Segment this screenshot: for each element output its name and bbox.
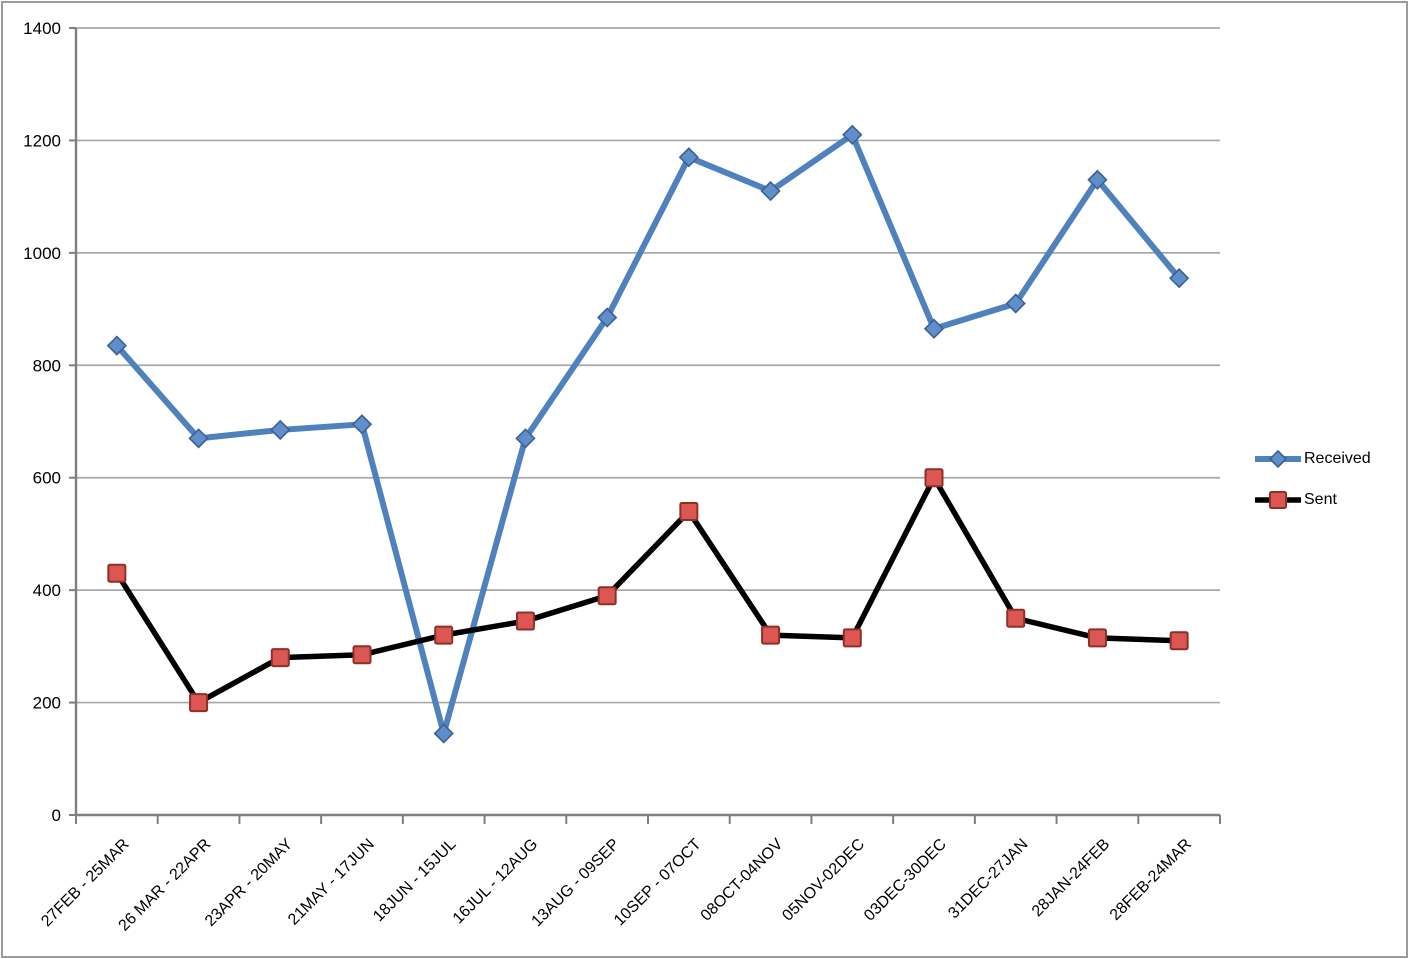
sent-line-marker-icon (1253, 490, 1303, 510)
svg-text:200: 200 (33, 694, 61, 713)
svg-text:0: 0 (52, 806, 61, 825)
svg-text:28FEB-24MAR: 28FEB-24MAR (1107, 836, 1195, 924)
svg-text:03DEC-30DEC: 03DEC-30DEC (861, 836, 950, 925)
svg-text:08OCT-04NOV: 08OCT-04NOV (698, 836, 787, 925)
svg-text:800: 800 (33, 356, 61, 375)
svg-text:1400: 1400 (23, 19, 61, 38)
legend-label-received: Received (1304, 450, 1371, 467)
svg-text:1200: 1200 (23, 131, 61, 150)
svg-text:31DEC-27JAN: 31DEC-27JAN (945, 836, 1031, 922)
legend-label-sent: Sent (1304, 491, 1337, 508)
svg-text:10SEP - 07OCT: 10SEP - 07OCT (611, 836, 705, 930)
svg-text:18JUN - 15JUL: 18JUN - 15JUL (370, 836, 459, 925)
svg-text:400: 400 (33, 581, 61, 600)
legend-item-sent: Sent (1253, 485, 1371, 515)
svg-text:600: 600 (33, 469, 61, 488)
svg-text:26 MAR - 22APR: 26 MAR - 22APR (116, 836, 215, 935)
received-line-marker-icon (1253, 449, 1303, 469)
svg-text:16JUL - 12AUG: 16JUL - 12AUG (450, 836, 541, 927)
svg-text:27FEB - 25MAR: 27FEB - 25MAR (38, 836, 132, 930)
svg-text:13AUG - 09SEP: 13AUG - 09SEP (529, 836, 623, 930)
legend-item-received: Received (1253, 444, 1371, 474)
svg-text:05NOV-02DEC: 05NOV-02DEC (779, 836, 868, 925)
chart-legend: Received Sent (1253, 444, 1371, 515)
svg-text:28JAN-24FEB: 28JAN-24FEB (1029, 836, 1113, 920)
svg-text:1000: 1000 (23, 244, 61, 263)
svg-text:21MAY - 17JUN: 21MAY - 17JUN (285, 836, 378, 929)
svg-text:23APR - 20MAY: 23APR - 20MAY (202, 836, 296, 930)
